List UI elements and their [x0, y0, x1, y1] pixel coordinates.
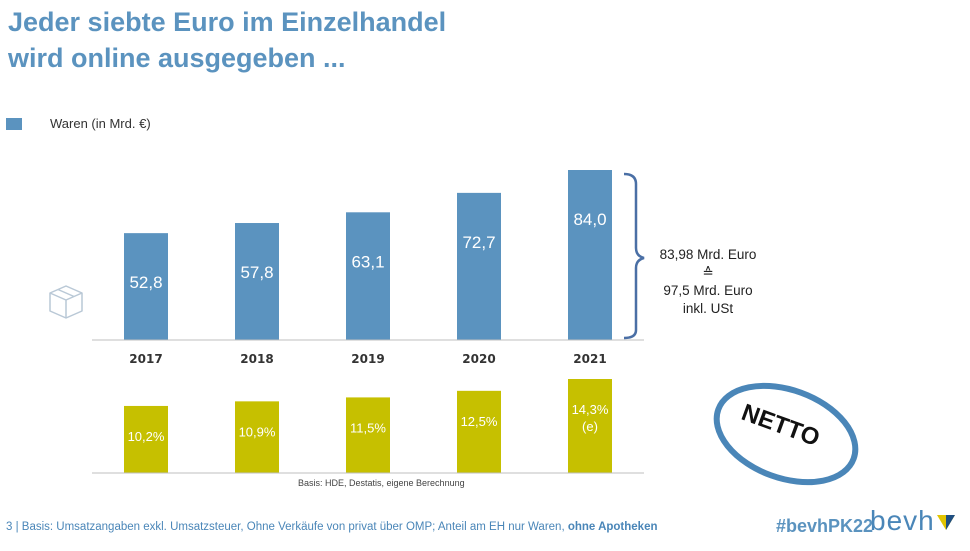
share-value-label-2021: 14,3% [572, 402, 609, 417]
footer-note: 3 | Basis: Umsatzangaben exkl. Umsatzste… [6, 521, 658, 533]
waren-bar-2021 [568, 170, 612, 340]
bottom-bar-series: 10,2% 10,9% 11,5% 12,5% 14,3% (e) [124, 379, 612, 473]
waren-value-label-2017: 52,8 [129, 273, 162, 292]
package-box-icon [49, 285, 83, 319]
waren-bar-2017 [124, 233, 168, 340]
curly-brace [623, 172, 645, 340]
share-value-label-2019: 11,5% [350, 420, 386, 435]
share-bar-2020 [457, 390, 501, 473]
bevh-logo-mark-icon [937, 515, 955, 530]
share-value-label-2020: 12,5% [461, 414, 498, 429]
footer-text: 3 | Basis: Umsatzangaben exkl. Umsatzste… [6, 521, 568, 533]
note-line-2: ≙ [702, 265, 714, 280]
year-labels: 2017 2018 2019 2020 2021 [129, 352, 606, 366]
title-line-1: Jeder siebte Euro im Einzelhandel [8, 7, 447, 37]
note-line-3: 97,5 Mrd. Euro [663, 283, 753, 298]
waren-bar-2018 [235, 223, 279, 340]
year-label-2018: 2018 [240, 352, 273, 366]
brand-logo-text: bevh [870, 505, 935, 536]
share-bar-2017 [124, 405, 168, 473]
waren-bar-2019 [346, 212, 390, 340]
title-line-2: wird online ausgegeben ... [8, 43, 346, 73]
top-bar-series: 52,8 57,8 63,1 72,7 84,0 [124, 170, 612, 340]
share-bar-2019 [346, 397, 390, 473]
hashtag: #bevhPK22 [776, 516, 874, 536]
year-label-2020: 2020 [462, 352, 495, 366]
waren-value-label-2018: 57,8 [240, 263, 273, 282]
share-estimate-label-2021: (e) [582, 419, 598, 434]
netto-note: 83,98 Mrd. Euro ≙ 97,5 Mrd. Euro inkl. U… [638, 246, 778, 318]
page-title: Jeder siebte Euro im Einzelhandel wird o… [8, 4, 446, 76]
waren-value-label-2020: 72,7 [462, 233, 495, 252]
year-label-2021: 2021 [573, 352, 606, 366]
waren-value-label-2021: 84,0 [573, 210, 606, 229]
year-label-2017: 2017 [129, 352, 162, 366]
chart-source-note: Basis: HDE, Destatis, eigene Berechnung [298, 478, 465, 488]
legend-swatch [6, 117, 22, 130]
share-value-label-2017: 10,2% [128, 429, 165, 444]
legend-label: Waren (in Mrd. €) [50, 116, 151, 131]
share-bar-2018 [235, 401, 279, 473]
waren-bar-2020 [457, 192, 501, 340]
note-line-4: inkl. USt [682, 301, 734, 316]
netto-stamp-ellipse [713, 382, 859, 486]
year-label-2019: 2019 [351, 352, 384, 366]
note-line-1: 83,98 Mrd. Euro [659, 247, 757, 262]
share-value-label-2018: 10,9% [239, 424, 276, 439]
footer-bold-text: ohne Apotheken [567, 521, 658, 533]
waren-value-label-2019: 63,1 [351, 252, 384, 271]
share-bar-2021 [568, 379, 612, 473]
chart-legend: Waren (in Mrd. €) [6, 116, 151, 131]
